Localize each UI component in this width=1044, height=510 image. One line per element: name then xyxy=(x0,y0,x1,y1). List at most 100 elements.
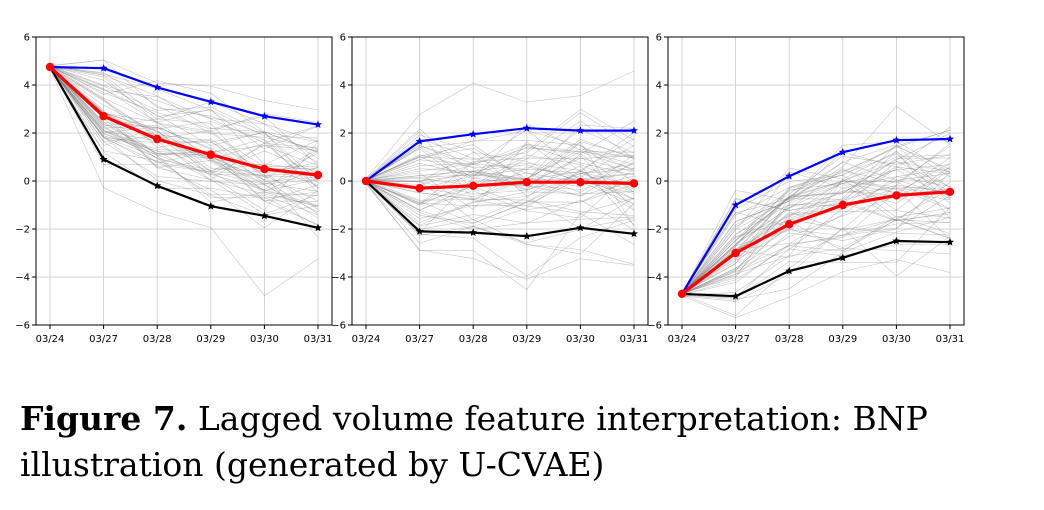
sample-trajectory xyxy=(365,169,635,227)
sample-trajectory xyxy=(365,134,635,197)
data-point-mean xyxy=(45,62,55,72)
sample-trajectory xyxy=(681,154,951,294)
sample-trajectory xyxy=(49,66,319,139)
sample-trajectory xyxy=(365,181,635,230)
data-point-upper xyxy=(785,172,794,180)
sample-trajectory xyxy=(365,182,635,265)
sample-trajectory xyxy=(49,67,319,214)
series-line-upper xyxy=(49,65,319,126)
y-tick-label: 6 xyxy=(656,33,662,44)
sample-trajectory xyxy=(681,168,951,294)
sample-trajectory xyxy=(681,163,951,295)
sample-trajectory xyxy=(49,66,319,185)
y-tick-label: −4 xyxy=(647,273,662,284)
y-tick-label: −6 xyxy=(331,321,346,332)
sample-trajectory xyxy=(365,182,635,277)
sample-trajectory xyxy=(49,68,319,227)
sample-trajectory xyxy=(49,66,319,202)
sample-trajectory xyxy=(365,177,635,211)
sample-trajectory xyxy=(49,66,319,171)
data-point-mean xyxy=(206,150,215,159)
x-tick-label: 03/28 xyxy=(459,334,488,345)
figure-label: Figure 7. xyxy=(20,399,188,438)
figure-charts: −6 −4 −2 0 2 4 6 03/24 03/27 03/28 03/29 03/30 03/31… xyxy=(15,33,965,345)
data-point-mean xyxy=(153,134,162,144)
sample-trajectory xyxy=(681,218,951,294)
data-point-lower xyxy=(892,236,901,245)
sample-trajectory xyxy=(49,67,319,216)
sample-trajectory xyxy=(49,65,319,132)
sample-trajectory xyxy=(681,219,951,295)
sample-trajectory xyxy=(365,155,635,205)
data-point-mean xyxy=(522,178,531,187)
sample-trajectory xyxy=(365,120,635,181)
sample-trajectory xyxy=(49,66,319,192)
sample-trajectory xyxy=(49,66,319,153)
sample-trajectory xyxy=(365,171,635,187)
data-point-upper xyxy=(630,126,638,134)
y-tick-label: −4 xyxy=(15,273,30,284)
sample-trajectory xyxy=(49,66,319,185)
sample-trajectory xyxy=(681,151,951,294)
chart-panel-1: −6 −4 −2 0 2 4 6 03/24 03/27 03/28 03/29 03/30 03/31 xyxy=(15,33,333,345)
x-tick-label: 03/29 xyxy=(512,334,541,345)
y-tick-label: −2 xyxy=(331,225,346,236)
figure-caption: Figure 7. Lagged volume feature interpre… xyxy=(20,396,1010,488)
sample-trajectory xyxy=(365,141,635,211)
data-point-mean xyxy=(677,289,687,298)
sample-trajectory xyxy=(365,180,635,226)
sample-trajectory xyxy=(365,175,635,204)
sample-trajectory xyxy=(681,248,951,296)
sample-trajectory xyxy=(49,66,319,189)
data-point-upper xyxy=(415,137,424,145)
sample-trajectory xyxy=(49,66,319,166)
sample-trajectory xyxy=(49,67,319,191)
sample-trajectory xyxy=(365,182,635,291)
sample-trajectory xyxy=(681,206,951,299)
sample-trajectory xyxy=(49,67,319,184)
sample-trajectory xyxy=(681,176,951,295)
sample-trajectory xyxy=(681,153,951,294)
sample-trajectory xyxy=(365,165,635,226)
sample-trajectory xyxy=(49,66,319,181)
sample-trajectory xyxy=(49,67,319,172)
y-tick-label: −6 xyxy=(15,321,30,332)
sample-trajectory xyxy=(681,188,951,294)
x-tick-label: 03/29 xyxy=(828,334,857,345)
sample-trajectory xyxy=(49,68,319,297)
sample-trajectory xyxy=(681,160,951,294)
sample-trajectory xyxy=(681,216,951,301)
x-tick-label: 03/30 xyxy=(566,334,595,345)
sample-trajectory xyxy=(681,146,951,294)
sample-trajectory xyxy=(365,139,635,181)
sample-trajectory xyxy=(49,66,319,178)
sample-trajectory xyxy=(49,67,319,166)
sample-trajectory xyxy=(49,66,319,168)
sample-trajectory xyxy=(681,187,951,293)
sample-trajectory xyxy=(365,152,635,184)
sample-trajectory xyxy=(365,139,635,183)
sample-trajectory xyxy=(681,166,951,294)
data-point-mean xyxy=(945,187,955,196)
sample-trajectory xyxy=(365,138,635,181)
data-point-lower xyxy=(314,223,322,232)
sample-trajectory xyxy=(365,141,635,227)
data-point-mean xyxy=(260,164,269,174)
sample-trajectory xyxy=(365,181,635,216)
data-point-mean xyxy=(99,112,108,121)
sample-trajectory xyxy=(49,65,319,144)
data-point-lower xyxy=(522,232,531,240)
data-point-mean xyxy=(313,170,323,180)
y-tick-label: 0 xyxy=(24,177,30,188)
data-point-lower xyxy=(469,228,478,236)
sample-trajectory xyxy=(49,66,319,150)
y-tick-label: −2 xyxy=(647,225,662,236)
series-line-mean xyxy=(681,190,951,296)
data-point-lower xyxy=(99,155,108,163)
data-point-upper xyxy=(522,124,531,132)
sample-trajectory xyxy=(365,129,635,182)
data-point-lower xyxy=(838,253,847,262)
data-point-upper xyxy=(731,200,740,209)
sample-trajectory xyxy=(681,140,951,294)
data-point-upper xyxy=(153,83,162,91)
